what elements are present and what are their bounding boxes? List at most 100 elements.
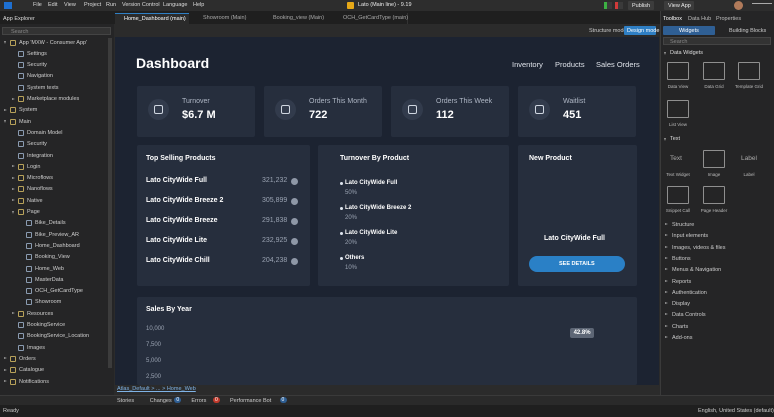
tree-item[interactable]: Page: [27, 209, 40, 215]
tree-caret[interactable]: [4, 108, 7, 111]
menu-item[interactable]: Run: [106, 2, 117, 8]
tree-item[interactable]: Settings: [27, 50, 47, 57]
search-box[interactable]: Search: [663, 37, 771, 45]
widget-caption[interactable]: Data Grid: [704, 84, 724, 89]
tree-item[interactable]: Domain Model: [27, 129, 63, 136]
widget-icon[interactable]: [703, 62, 725, 80]
tree-caret[interactable]: [12, 97, 15, 100]
tree-item[interactable]: BookingService: [27, 322, 66, 328]
tree-item[interactable]: Booking_View: [35, 254, 70, 261]
tree-item[interactable]: System: [19, 107, 38, 114]
tree-item[interactable]: Home_Web: [35, 265, 64, 272]
category[interactable]: Display: [672, 301, 691, 308]
tree-item[interactable]: Security: [27, 62, 47, 69]
editor-tab[interactable]: Booking_view (Main): [264, 13, 338, 24]
tree-caret[interactable]: [12, 187, 15, 190]
panel-tab[interactable]: Errors: [191, 397, 207, 404]
panel-tab[interactable]: Performance Bot: [230, 397, 272, 404]
category[interactable]: Input elements: [672, 233, 709, 240]
category[interactable]: Data Controls: [672, 312, 706, 319]
mode-button[interactable]: Design mode: [624, 26, 659, 35]
widget-icon[interactable]: [738, 62, 760, 80]
widget-caption[interactable]: List View: [669, 122, 687, 127]
mode-option[interactable]: Structure mode: [589, 28, 627, 34]
widget-caption[interactable]: Snippet Call: [665, 208, 691, 213]
nav-link[interactable]: Sales Orders: [596, 60, 640, 69]
menu-item[interactable]: View: [64, 2, 76, 8]
category[interactable]: Images, videos & files: [672, 244, 726, 251]
run-button[interactable]: [604, 2, 612, 9]
tree-item[interactable]: Images: [27, 344, 46, 351]
widget-caption[interactable]: Label: [743, 172, 755, 177]
tree-item[interactable]: BookingService_Location: [27, 333, 90, 340]
widget-icon[interactable]: [667, 62, 689, 80]
widget-caption[interactable]: Data View: [667, 84, 689, 89]
tree-caret[interactable]: [12, 210, 14, 214]
tree-item[interactable]: Showroom: [35, 299, 62, 306]
tree-item[interactable]: Catalogue: [19, 367, 45, 374]
category[interactable]: Reports: [672, 278, 692, 285]
widget-icon[interactable]: [703, 186, 725, 204]
toolbox-tab[interactable]: Data Hub: [688, 16, 712, 22]
tree-item[interactable]: App 'MXW - Consumer App': [19, 39, 88, 46]
widget-icon[interactable]: [703, 150, 725, 168]
tree-item[interactable]: Notifications: [19, 378, 49, 385]
category[interactable]: Charts: [672, 323, 689, 330]
product-arrow[interactable]: [291, 238, 298, 245]
tree-item[interactable]: Bike_Preview_AR: [35, 231, 80, 238]
tree-item[interactable]: Microflows: [27, 175, 53, 182]
widget-icon[interactable]: [667, 100, 689, 118]
tree-item[interactable]: Integration: [27, 152, 53, 159]
tree-caret[interactable]: [12, 176, 15, 179]
search-box[interactable]: Search: [2, 27, 111, 35]
widget-icon[interactable]: Label: [738, 150, 760, 168]
nav-link[interactable]: Products: [555, 60, 585, 69]
breadcrumb[interactable]: Atlas_Default > ... > Home_Web: [117, 386, 196, 392]
category[interactable]: Structure: [672, 222, 695, 228]
widget-caption[interactable]: Text Widget: [666, 172, 690, 177]
category[interactable]: Buttons: [672, 255, 691, 262]
tree-caret[interactable]: [4, 380, 7, 382]
menu-item[interactable]: Help: [193, 2, 205, 8]
tree-item[interactable]: Login: [27, 163, 41, 170]
widget-caption[interactable]: Page Header: [700, 208, 728, 213]
toolbox-tab[interactable]: Toolbox: [663, 16, 682, 22]
tree-caret[interactable]: [12, 165, 15, 168]
editor-tab[interactable]: OCH_GetCardType (main): [334, 13, 408, 24]
tree-item[interactable]: Bike_Details: [35, 220, 66, 227]
product-arrow[interactable]: [291, 258, 298, 265]
tree-item[interactable]: Native: [27, 197, 43, 204]
title-button[interactable]: View App: [664, 1, 694, 10]
tree-item[interactable]: Orders: [19, 355, 36, 362]
subtab[interactable]: Widgets: [663, 26, 715, 35]
tree-caret[interactable]: [4, 357, 7, 360]
tree-caret[interactable]: [4, 368, 7, 371]
title-button[interactable]: Publish: [628, 1, 654, 10]
tree-caret[interactable]: [12, 199, 15, 202]
panel-tab[interactable]: Changes: [149, 397, 172, 404]
tree-item[interactable]: Home_Dashboard: [35, 242, 80, 249]
menu-item[interactable]: File: [33, 2, 42, 8]
tree-item[interactable]: OCH_GetCardType: [35, 288, 83, 295]
menu-item[interactable]: Edit: [48, 2, 58, 8]
product-arrow[interactable]: [291, 178, 298, 185]
tree-item[interactable]: Navigation: [27, 73, 53, 80]
tree-item[interactable]: MasterData: [35, 276, 64, 283]
see-details-button[interactable]: SEE DETAILS: [529, 256, 625, 272]
widget-caption[interactable]: Image: [707, 172, 721, 177]
toolbox-tab[interactable]: Properties: [716, 16, 742, 22]
nav-link[interactable]: Inventory: [512, 60, 543, 69]
tree-item[interactable]: Marketplace modules: [27, 96, 80, 102]
tree-item[interactable]: Resources: [27, 310, 54, 317]
tree-item[interactable]: Main: [19, 118, 31, 125]
tree-caret[interactable]: [12, 312, 15, 315]
tree-caret[interactable]: [4, 41, 6, 44]
menu-item[interactable]: Language: [163, 2, 188, 8]
panel-tab[interactable]: Stories: [117, 397, 135, 404]
product-arrow[interactable]: [291, 218, 298, 225]
category[interactable]: Authentication: [672, 289, 707, 296]
product-arrow[interactable]: [291, 198, 298, 205]
widget-caption[interactable]: Template Grid: [734, 84, 764, 89]
editor-tab[interactable]: Home_Dashboard (main): [115, 13, 189, 24]
widget-icon[interactable]: Text: [667, 150, 689, 168]
